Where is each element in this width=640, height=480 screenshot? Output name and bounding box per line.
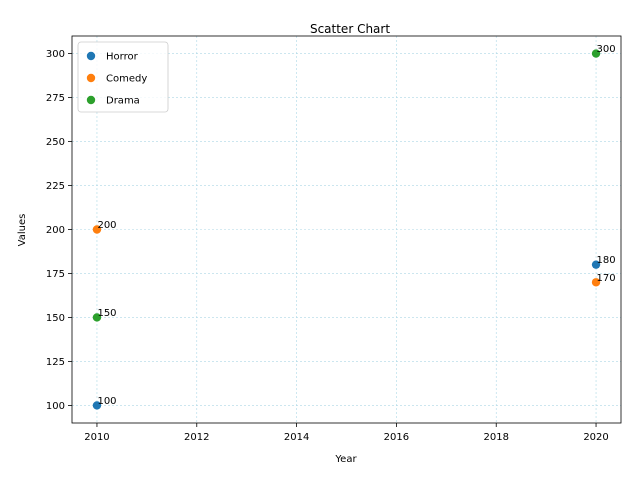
legend-box	[77, 41, 169, 113]
data-point-horror	[591, 260, 601, 269]
legend-label-drama: Drama	[106, 96, 140, 107]
data-label-drama: 150	[97, 308, 116, 319]
data-point-horror	[92, 401, 102, 410]
x-tick-label: 2018	[484, 432, 509, 443]
x-axis-title: Year	[334, 454, 357, 465]
chart-title: Scatter Chart	[310, 22, 390, 36]
x-tick-label: 2012	[184, 432, 209, 443]
legend: Horror Comedy Drama	[77, 41, 169, 113]
y-tick-label: 125	[46, 357, 65, 368]
y-tick-label: 150	[46, 313, 65, 324]
data-label-drama: 300	[597, 44, 616, 55]
data-label-horror: 100	[97, 396, 116, 407]
y-tick-label: 225	[46, 181, 65, 192]
data-label-horror: 180	[597, 255, 616, 266]
data-label-comedy: 170	[597, 273, 616, 284]
y-axis-ticks: 100 125 150 175 200 225 250 275 300	[46, 49, 72, 412]
y-tick-label: 275	[46, 93, 65, 104]
grid-lines	[72, 36, 621, 423]
data-labels: 100 180 200 170 150 300	[97, 44, 615, 407]
legend-label-comedy: Comedy	[106, 74, 147, 85]
data-point-comedy	[591, 278, 601, 287]
legend-marker-horror	[86, 51, 96, 61]
data-points	[92, 49, 601, 410]
x-tick-label: 2016	[384, 432, 409, 443]
legend-marker-drama	[86, 95, 96, 105]
x-tick-label: 2014	[284, 432, 309, 443]
data-label-comedy: 200	[97, 220, 116, 231]
data-point-drama	[591, 49, 601, 58]
y-axis-title: Values	[17, 214, 28, 247]
y-tick-label: 175	[46, 269, 65, 280]
x-axis-ticks: 2010 2012 2014 2016 2018 2020	[84, 423, 609, 443]
data-point-comedy	[92, 225, 102, 234]
y-tick-label: 300	[46, 49, 65, 60]
legend-marker-comedy	[86, 73, 96, 83]
x-tick-label: 2020	[583, 432, 608, 443]
y-tick-label: 200	[46, 225, 65, 236]
x-tick-label: 2010	[84, 432, 109, 443]
y-tick-label: 100	[46, 401, 65, 412]
legend-label-horror: Horror	[106, 52, 139, 63]
y-tick-label: 250	[46, 137, 65, 148]
data-point-drama	[92, 313, 102, 322]
